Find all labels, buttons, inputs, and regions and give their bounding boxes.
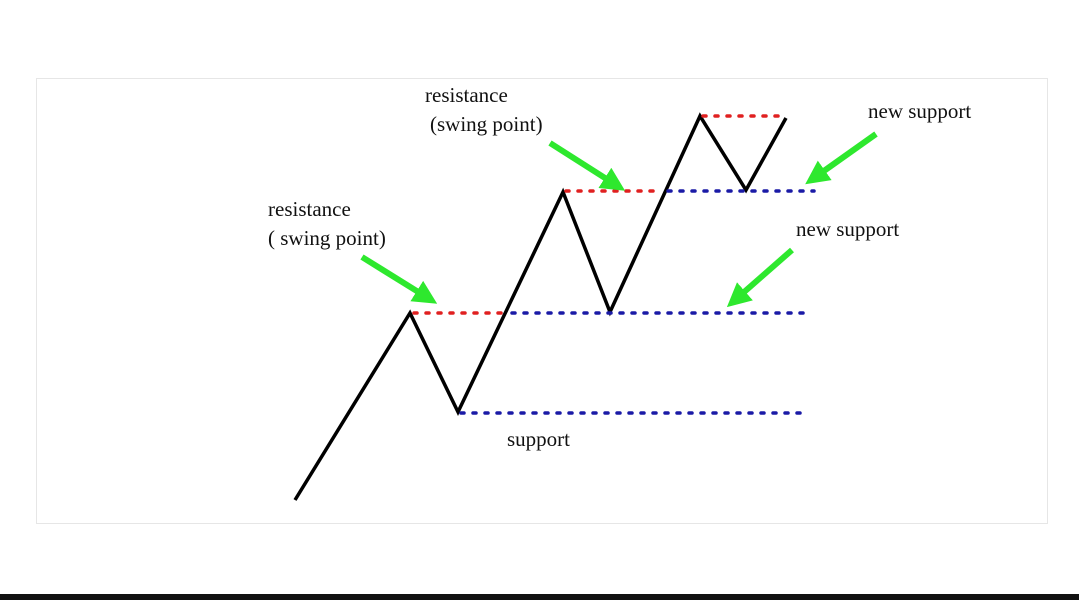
label-new-support-2: new support bbox=[796, 217, 899, 241]
bottom-edge-bar bbox=[0, 594, 1079, 600]
label-resistance-1-line1: resistance bbox=[268, 197, 351, 221]
arrow-new-support-2 bbox=[726, 247, 794, 308]
arrow-new-support-1 bbox=[805, 131, 878, 185]
label-resistance-2-line1: resistance bbox=[425, 83, 508, 107]
label-new-support-1: new support bbox=[868, 99, 971, 123]
price-line bbox=[293, 112, 788, 501]
arrow-resistance-1 bbox=[360, 254, 438, 304]
label-resistance-2-line2: (swing point) bbox=[430, 112, 543, 136]
arrow-resistance-2 bbox=[548, 140, 626, 191]
label-support: support bbox=[507, 427, 570, 451]
diagram-frame bbox=[36, 78, 1048, 524]
label-resistance-1-line2: ( swing point) bbox=[268, 226, 386, 250]
